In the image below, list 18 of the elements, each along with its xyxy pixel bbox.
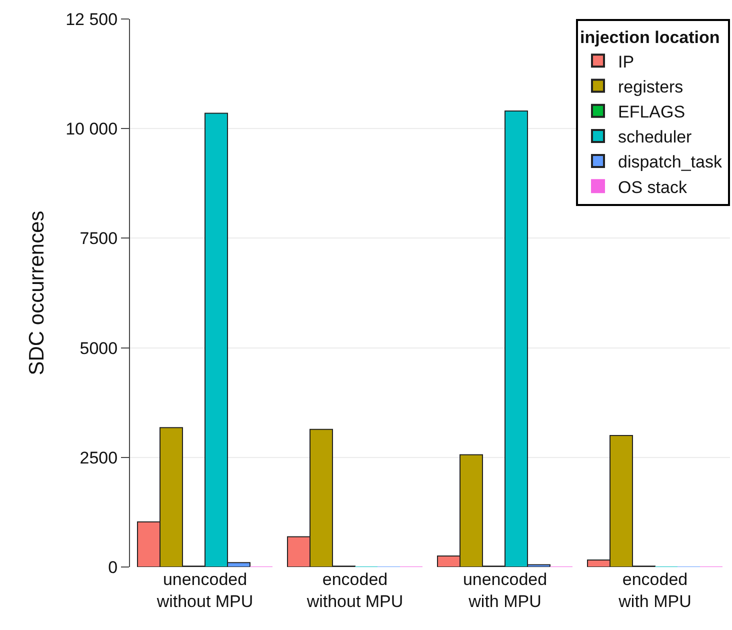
legend-label: registers: [618, 77, 684, 96]
legend-label: EFLAGS: [618, 102, 686, 122]
legend-label: OS stack: [618, 178, 688, 197]
legend-label: scheduler: [618, 128, 692, 147]
x-tick-label: encoded without MPU: [306, 570, 404, 612]
legend-label: IP: [618, 52, 634, 72]
y-tick-label: 0: [108, 558, 118, 577]
legend-title: injection location: [580, 28, 720, 48]
x-tick-label: unencoded with MPU: [462, 570, 548, 612]
legend-label: dispatch_task: [618, 152, 722, 172]
x-tick-label: encoded with MPU: [618, 570, 692, 612]
y-tick-label: 10 000: [66, 120, 118, 139]
y-tick-label: 7500: [80, 229, 118, 248]
y-tick-label: 5000: [80, 338, 118, 358]
y-axis-title: SDC occurrences: [26, 210, 49, 376]
x-tick-label: unencoded without MPU: [156, 570, 254, 612]
y-tick-label: 12 500: [66, 10, 118, 29]
y-tick-label: 2500: [80, 448, 118, 468]
